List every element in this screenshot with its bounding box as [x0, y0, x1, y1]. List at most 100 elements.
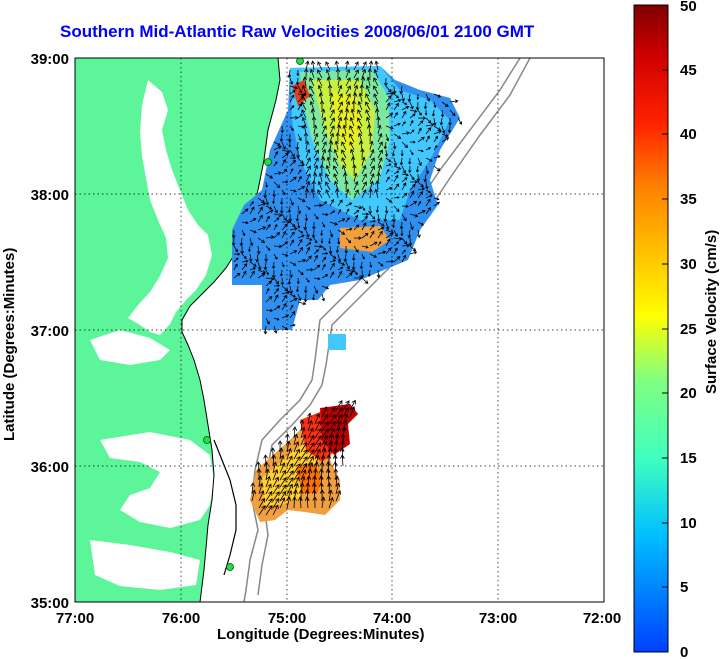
velocity-arrow [353, 269, 358, 276]
velocity-arrow [385, 95, 392, 103]
velocity-arrow [333, 157, 339, 167]
velocity-arrow [325, 164, 331, 175]
velocity-arrow [289, 189, 297, 193]
velocity-arrow [353, 205, 363, 210]
velocity-arrow [313, 285, 319, 294]
velocity-arrow [302, 124, 307, 135]
velocity-arrow [272, 504, 279, 516]
x-tick-label: 76:00 [162, 610, 200, 627]
velocity-arrow [317, 69, 323, 79]
map-title: Southern Mid-Atlantic Raw Velocities 200… [60, 22, 535, 41]
velocity-arrow [325, 461, 331, 474]
velocity-arrow [345, 217, 350, 223]
velocity-arrow [361, 232, 369, 239]
velocity-arrow [265, 215, 270, 223]
velocity-arrow [281, 213, 287, 221]
velocity-arrow [385, 247, 392, 255]
velocity-arrow [257, 273, 266, 279]
velocity-arrow [233, 263, 238, 271]
velocity-arrow [433, 135, 439, 143]
velocity-arrow [401, 243, 411, 248]
velocity-arrow [297, 293, 302, 302]
velocity-arrow [297, 221, 301, 229]
velocity-arrow [233, 245, 238, 253]
velocity-arrow [273, 181, 281, 189]
velocity-arrow [265, 245, 271, 251]
velocity-arrow [376, 269, 381, 279]
velocity-arrow [297, 234, 305, 239]
velocity-arrow [448, 118, 452, 126]
velocity-arrow [449, 109, 456, 117]
velocity-arrow [361, 68, 367, 79]
velocity-arrow [352, 164, 357, 175]
radar-station-marker [226, 563, 234, 571]
velocity-arrow [248, 253, 253, 263]
velocity-arrow [329, 198, 335, 207]
velocity-arrow [337, 266, 344, 271]
velocity-arrow [321, 148, 327, 159]
velocity-arrow [343, 116, 349, 127]
velocity-arrow [366, 116, 371, 127]
velocity-arrow [258, 497, 265, 509]
velocity-arrow [334, 180, 339, 191]
colorbar-tick-label: 15 [680, 450, 697, 467]
velocity-arrow [249, 201, 254, 207]
velocity-arrow [425, 157, 433, 162]
velocity-arrow [273, 145, 282, 151]
velocity-arrow [304, 285, 308, 294]
velocity-arrow [271, 261, 276, 270]
velocity-arrow [425, 189, 431, 193]
velocity-arrow [385, 133, 390, 142]
velocity-arrow [457, 117, 462, 125]
velocity-arrow [343, 253, 348, 263]
velocity-arrow [280, 197, 284, 206]
velocity-arrow [365, 84, 371, 95]
velocity-arrow [314, 442, 322, 453]
velocity-arrow [329, 117, 335, 127]
velocity-arrow [314, 413, 321, 425]
velocity-arrow [409, 221, 414, 231]
velocity-arrow [350, 108, 355, 119]
velocity-arrow [417, 109, 422, 116]
velocity-arrow [337, 237, 341, 245]
velocity-arrow [409, 183, 416, 191]
velocity-arrow [329, 271, 335, 279]
velocity-arrow [345, 237, 352, 244]
velocity-arrow [332, 454, 338, 467]
velocity-arrow [295, 213, 300, 222]
velocity-arrow [305, 229, 310, 239]
velocity-arrow [401, 177, 408, 183]
velocity-arrow [286, 470, 294, 481]
velocity-arrow [377, 141, 383, 151]
velocity-arrow [440, 109, 445, 118]
velocity-arrow [409, 109, 418, 113]
velocity-arrow [373, 77, 379, 87]
velocity-arrow [299, 419, 305, 432]
velocity-arrow [425, 206, 431, 215]
velocity-arrow [300, 475, 306, 488]
velocity-arrow [317, 77, 323, 87]
velocity-arrow [441, 125, 446, 134]
colorbar-tick-label: 5 [680, 579, 688, 596]
velocity-arrow [310, 188, 315, 199]
velocity-arrow [344, 245, 348, 254]
velocity-arrow [433, 101, 437, 109]
velocity-arrow [353, 77, 359, 87]
velocity-arrow [265, 276, 275, 281]
velocity-arrow [352, 253, 356, 262]
velocity-arrow [401, 254, 407, 263]
velocity-arrow [321, 212, 329, 217]
velocity-arrow [353, 245, 359, 253]
velocity-arrow [385, 233, 394, 239]
velocity-arrow [297, 133, 302, 142]
velocity-arrow [393, 196, 400, 199]
velocity-arrow [249, 261, 257, 267]
velocity-arrow [251, 489, 257, 502]
velocity-arrow [321, 406, 328, 418]
velocity-arrow [369, 165, 375, 175]
velocity-arrow [289, 285, 293, 295]
velocity-arrow [265, 317, 270, 325]
velocity-arrow [289, 310, 296, 319]
velocity-arrow [335, 420, 342, 432]
velocity-arrow [340, 454, 345, 467]
